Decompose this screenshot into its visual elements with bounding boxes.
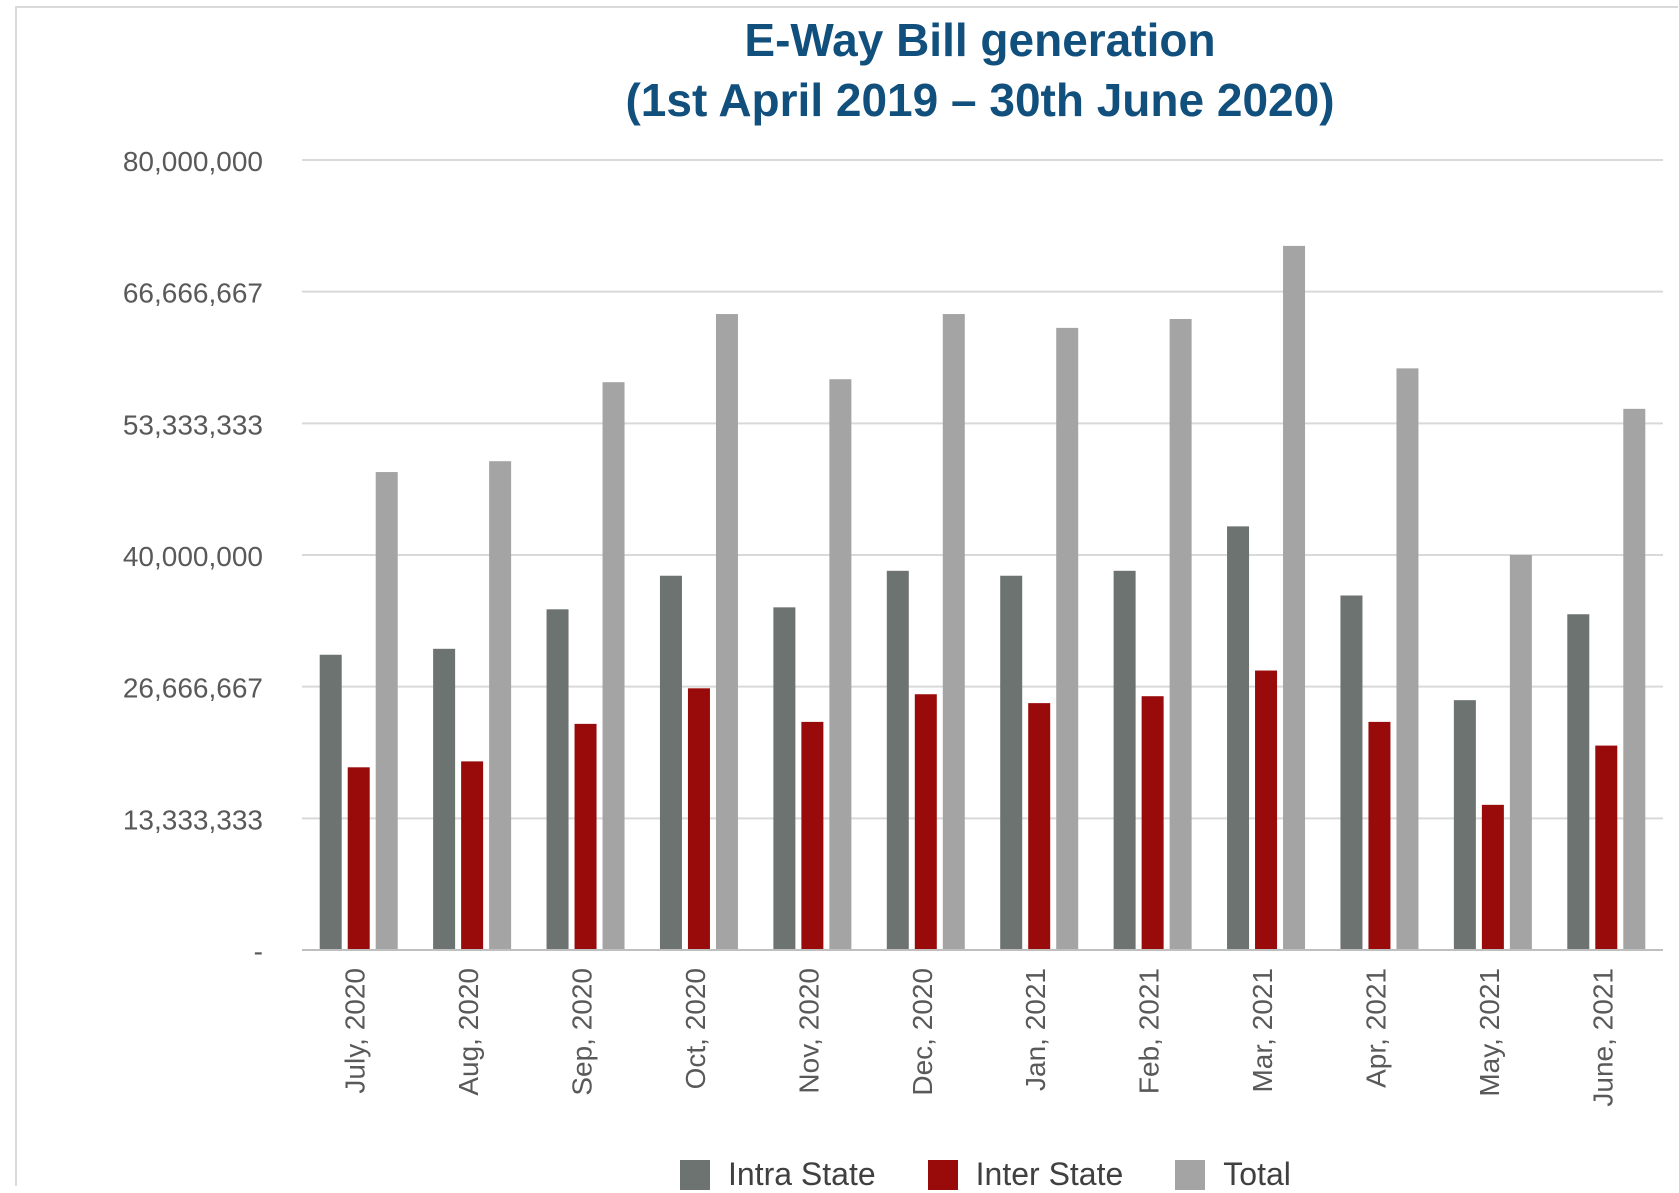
x-tick-label: July, 2020 [340, 968, 371, 1094]
bar-intra-state[interactable] [319, 654, 342, 950]
x-tick-label: Oct, 2020 [680, 968, 711, 1089]
bar-intra-state[interactable] [886, 570, 909, 950]
bar-inter-state[interactable] [1595, 745, 1618, 950]
legend-swatch-total [1175, 1159, 1206, 1190]
bar-intra-state[interactable] [1227, 526, 1250, 950]
x-tick-label: Aug, 2020 [453, 968, 484, 1096]
bar-inter-state[interactable] [1028, 703, 1051, 950]
y-tick-label: 53,333,333 [123, 409, 263, 440]
bar-intra-state[interactable] [546, 609, 569, 950]
chart-subtitle: (1st April 2019 – 30th June 2020) [625, 74, 1335, 126]
bar-inter-state[interactable] [1368, 721, 1391, 950]
chart-title: E-Way Bill generation [744, 14, 1216, 66]
legend-swatch-inter-state [927, 1159, 958, 1190]
legend-item-total[interactable]: Total [1175, 1156, 1291, 1193]
x-tick-label: Nov, 2020 [793, 968, 824, 1094]
legend-swatch-intra-state [680, 1159, 710, 1190]
bar-inter-state[interactable] [1141, 696, 1164, 950]
y-tick-label: 66,666,667 [123, 278, 263, 309]
x-tick-label: May, 2021 [1474, 968, 1505, 1097]
bar-intra-state[interactable] [773, 607, 796, 950]
bar-total[interactable] [375, 472, 398, 950]
bar-total[interactable] [1169, 318, 1192, 950]
bar-intra-state[interactable] [659, 575, 682, 950]
y-tick-label: 26,666,667 [123, 673, 263, 704]
bar-total[interactable] [829, 379, 852, 951]
bar-inter-state[interactable] [914, 694, 937, 950]
bar-total[interactable] [1509, 555, 1532, 950]
bar-inter-state[interactable] [801, 721, 824, 950]
bar-total[interactable] [1396, 368, 1419, 950]
bar-inter-state[interactable] [687, 688, 710, 950]
bar-intra-state[interactable] [1567, 614, 1590, 950]
chart-frame [15, 6, 1678, 1186]
bar-inter-state[interactable] [574, 723, 597, 950]
bar-inter-state[interactable] [1255, 670, 1278, 950]
bar-inter-state[interactable] [1481, 804, 1504, 950]
legend-label-total: Total [1223, 1156, 1291, 1192]
x-tick-label: Feb, 2021 [1134, 968, 1165, 1094]
bar-inter-state[interactable] [347, 767, 370, 950]
bar-total[interactable] [602, 382, 625, 950]
bar-total[interactable] [1283, 245, 1306, 951]
bar-total[interactable] [942, 314, 965, 950]
x-tick-label: Apr, 2021 [1360, 968, 1391, 1088]
chart-legend: Intra State Inter State Total [680, 1156, 1343, 1193]
bar-intra-state[interactable] [1453, 700, 1476, 950]
y-tick-label: 13,333,333 [123, 804, 263, 835]
x-tick-label: Dec, 2020 [907, 968, 938, 1096]
legend-item-intra-state[interactable]: Intra State [680, 1156, 876, 1193]
bar-intra-state[interactable] [1000, 575, 1023, 950]
y-tick-label: - [254, 936, 263, 967]
bar-total[interactable] [489, 461, 512, 950]
bar-total[interactable] [1623, 408, 1646, 951]
y-tick-label: 80,000,000 [123, 146, 263, 177]
bar-inter-state[interactable] [461, 761, 484, 950]
legend-label-inter-state: Inter State [975, 1156, 1124, 1192]
x-tick-label: June, 2021 [1587, 968, 1618, 1107]
x-tick-label: Mar, 2021 [1247, 968, 1278, 1093]
legend-item-inter-state[interactable]: Inter State [927, 1156, 1124, 1193]
bar-total[interactable] [715, 314, 738, 950]
bar-intra-state[interactable] [1113, 570, 1136, 950]
x-tick-label: Sep, 2020 [567, 968, 598, 1096]
bar-total[interactable] [1056, 327, 1079, 950]
x-tick-label: Jan, 2021 [1020, 968, 1051, 1091]
y-tick-label: 40,000,000 [123, 541, 263, 572]
bar-intra-state[interactable] [1340, 595, 1363, 950]
bar-intra-state[interactable] [433, 648, 456, 950]
legend-label-intra-state: Intra State [728, 1156, 876, 1192]
